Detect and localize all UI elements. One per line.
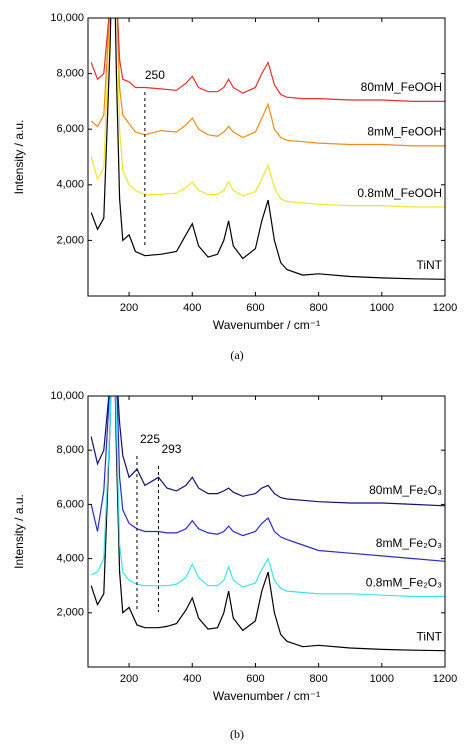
y-axis-label: Intensity / a.u. <box>12 120 26 195</box>
y-axis-label: Intensity / a.u. <box>12 494 26 569</box>
spectrum-line <box>90 396 445 652</box>
x-tick-label: 800 <box>309 673 327 685</box>
y-tick-label: 2,000 <box>56 234 84 246</box>
annotation-label: 250 <box>145 68 165 82</box>
x-tick-label: 400 <box>183 302 201 314</box>
series-label: 0.8mM_FeOOH <box>357 186 442 200</box>
y-tick-label: 4,000 <box>56 179 84 191</box>
y-tick-label: 8,000 <box>56 444 84 456</box>
x-tick-label: 600 <box>246 673 264 685</box>
spectrum-line <box>90 18 445 147</box>
x-axis-label: Wavenumber / cm⁻¹ <box>213 689 320 703</box>
y-tick-label: 2,000 <box>56 607 84 619</box>
x-tick-label: 400 <box>183 673 201 685</box>
spectrum-line <box>90 18 445 280</box>
x-axis-label: Wavenumber / cm⁻¹ <box>213 318 320 332</box>
y-tick-label: 10,000 <box>50 12 84 24</box>
series-label: TiNT <box>416 630 442 644</box>
panel-caption: (a) <box>230 348 243 362</box>
x-tick-label: 600 <box>246 302 264 314</box>
spectrum-line <box>90 18 445 102</box>
axis-frame <box>87 17 446 297</box>
x-tick-label: 200 <box>120 673 138 685</box>
series-label: 8mM_Fe₂O₃ <box>376 536 442 550</box>
annotation-label: 293 <box>161 442 181 456</box>
panel-caption: (b) <box>230 727 244 741</box>
series-label: TiNT <box>416 258 442 272</box>
plot-area <box>90 396 445 652</box>
x-tick-label: 1200 <box>433 673 457 685</box>
x-tick-label: 1000 <box>370 673 394 685</box>
y-tick-label: 6,000 <box>56 498 84 510</box>
x-tick-label: 1200 <box>433 302 457 314</box>
y-tick-label: 4,000 <box>56 553 84 565</box>
spectrum-line <box>90 18 445 208</box>
spectrum-line <box>90 396 445 562</box>
annotation-label: 225 <box>140 432 160 446</box>
axis-frame <box>87 395 446 668</box>
y-tick-label: 8,000 <box>56 68 84 80</box>
y-tick-label: 6,000 <box>56 123 84 135</box>
series-label: 0.8mM_Fe₂O₃ <box>366 575 442 589</box>
x-tick-label: 1000 <box>370 302 394 314</box>
series-label: 80mM_FeOOH <box>361 80 442 94</box>
x-tick-label: 800 <box>309 302 327 314</box>
y-tick-label: 10,000 <box>50 390 84 402</box>
series-label: 80mM_Fe₂O₃ <box>369 483 442 497</box>
x-tick-label: 200 <box>120 302 138 314</box>
spectrum-line <box>90 396 445 598</box>
spectrum-line <box>90 396 445 507</box>
plot-area <box>90 18 445 280</box>
series-label: 8mM_FeOOH <box>367 125 442 139</box>
